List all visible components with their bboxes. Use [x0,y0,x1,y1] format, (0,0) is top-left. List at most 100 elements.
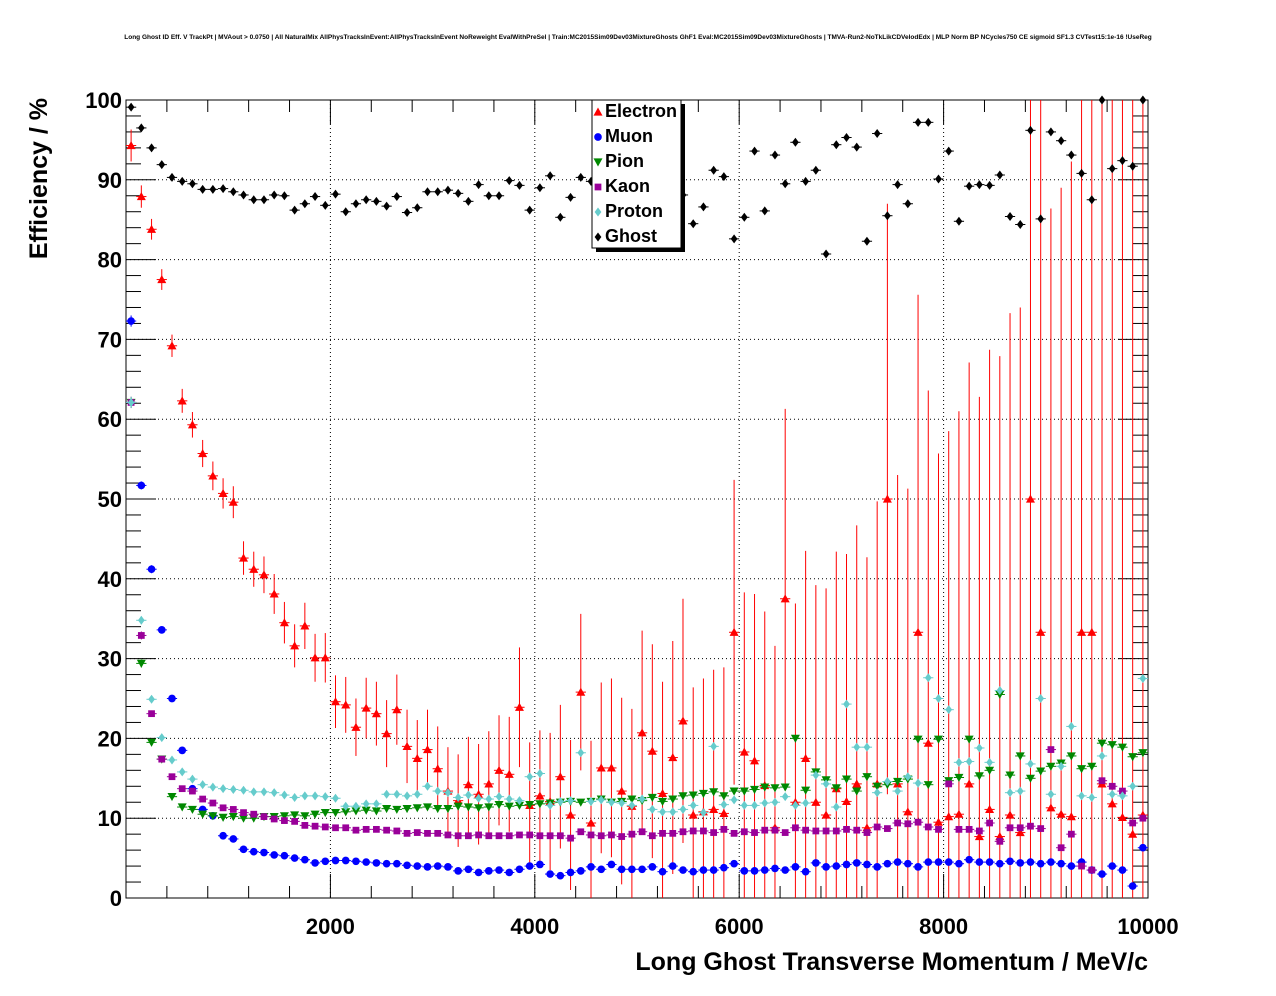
proton-point [556,796,564,806]
pion-point [1128,753,1138,762]
muon-point [219,831,227,840]
ghost-point [229,187,237,197]
electron-point [842,796,852,806]
proton-point [137,615,145,625]
kaon-point [577,828,585,836]
electron-point [944,812,954,821]
muon-point [740,867,749,875]
electron-point [136,192,146,201]
proton-point [904,772,912,782]
kaon-point [1027,822,1034,830]
kaon-point [464,832,472,840]
proton-point [321,792,329,802]
kaon-point [597,832,605,840]
electron-point [361,703,371,712]
muon-point [546,870,554,878]
electron-point [351,722,361,731]
proton-point [495,792,503,802]
proton-point [229,784,237,794]
proton-point [526,772,534,782]
ghost-point [250,195,258,205]
ghost-point [270,190,278,200]
muon-point [638,865,646,874]
muon-point [812,859,820,867]
muon-point [1098,870,1106,878]
legend-box [591,99,682,249]
pion-point [1036,767,1046,776]
electron-point [177,396,187,405]
ghost-point [168,172,176,182]
pion-point [954,773,964,783]
pion-point [525,801,535,810]
proton-point [832,802,840,812]
legend-label-pion: Pion [605,151,644,171]
kaon-point [1108,782,1116,790]
proton-point [628,800,636,810]
electron-point [290,641,300,650]
kaon-point [546,832,554,840]
proton-point [189,774,196,784]
pion-point [147,738,157,747]
pion-point [1097,739,1107,748]
kaon-point [618,833,626,840]
proton-point [689,800,697,810]
electron-point [371,709,381,718]
muon-point [495,866,503,874]
y-tick-label: 80 [98,248,122,273]
ghost-point [1067,150,1075,160]
ghost-point [352,199,360,209]
ghost-point [362,195,370,205]
proton-point [444,788,452,798]
kaon-point [853,826,861,834]
legend-item-electron: Electron [593,101,677,121]
pion-point [484,803,494,812]
muon-point [985,858,994,866]
pion-point [913,735,923,744]
muon-point [423,863,432,871]
kaon-point [700,827,707,835]
ghost-point [689,219,697,229]
ghost-point [434,187,442,197]
pion-point [985,766,995,775]
muon-point [883,859,892,868]
proton-point [240,785,247,795]
muon-point [975,858,984,866]
proton-point [127,397,135,407]
kaon-point [884,825,891,832]
pion-point [1046,762,1056,771]
kaon-point [281,817,288,824]
proton-point [751,800,758,810]
muon-point [157,626,166,634]
muon-point [260,848,268,857]
kaon-point [526,831,534,839]
pion-point [187,805,197,814]
ghost-point [904,199,912,209]
muon-point [168,694,176,703]
kaon-point [1078,862,1085,870]
ghost-point [1088,195,1096,205]
electron-point [719,808,729,818]
proton-point [1006,788,1014,798]
ghost-point [853,142,861,152]
proton-point [822,779,830,789]
electron-point [811,797,821,806]
proton-point [935,694,942,703]
proton-point [567,796,574,806]
proton-point [1088,792,1096,802]
series-ghost [126,95,1148,259]
y-tick-label: 100 [85,88,122,113]
electron-point [249,564,259,573]
muon-point [229,835,238,843]
electron-point [269,589,279,598]
electron-point [392,705,402,714]
muon-point [382,859,391,868]
electron-point [913,627,923,636]
proton-point [996,686,1004,696]
proton-point [516,796,523,806]
proton-point [148,694,155,704]
electron-point [514,702,524,711]
ghost-point [567,192,574,202]
muon-point [679,866,687,874]
proton-point [597,795,605,805]
ghost-point [1139,95,1147,105]
